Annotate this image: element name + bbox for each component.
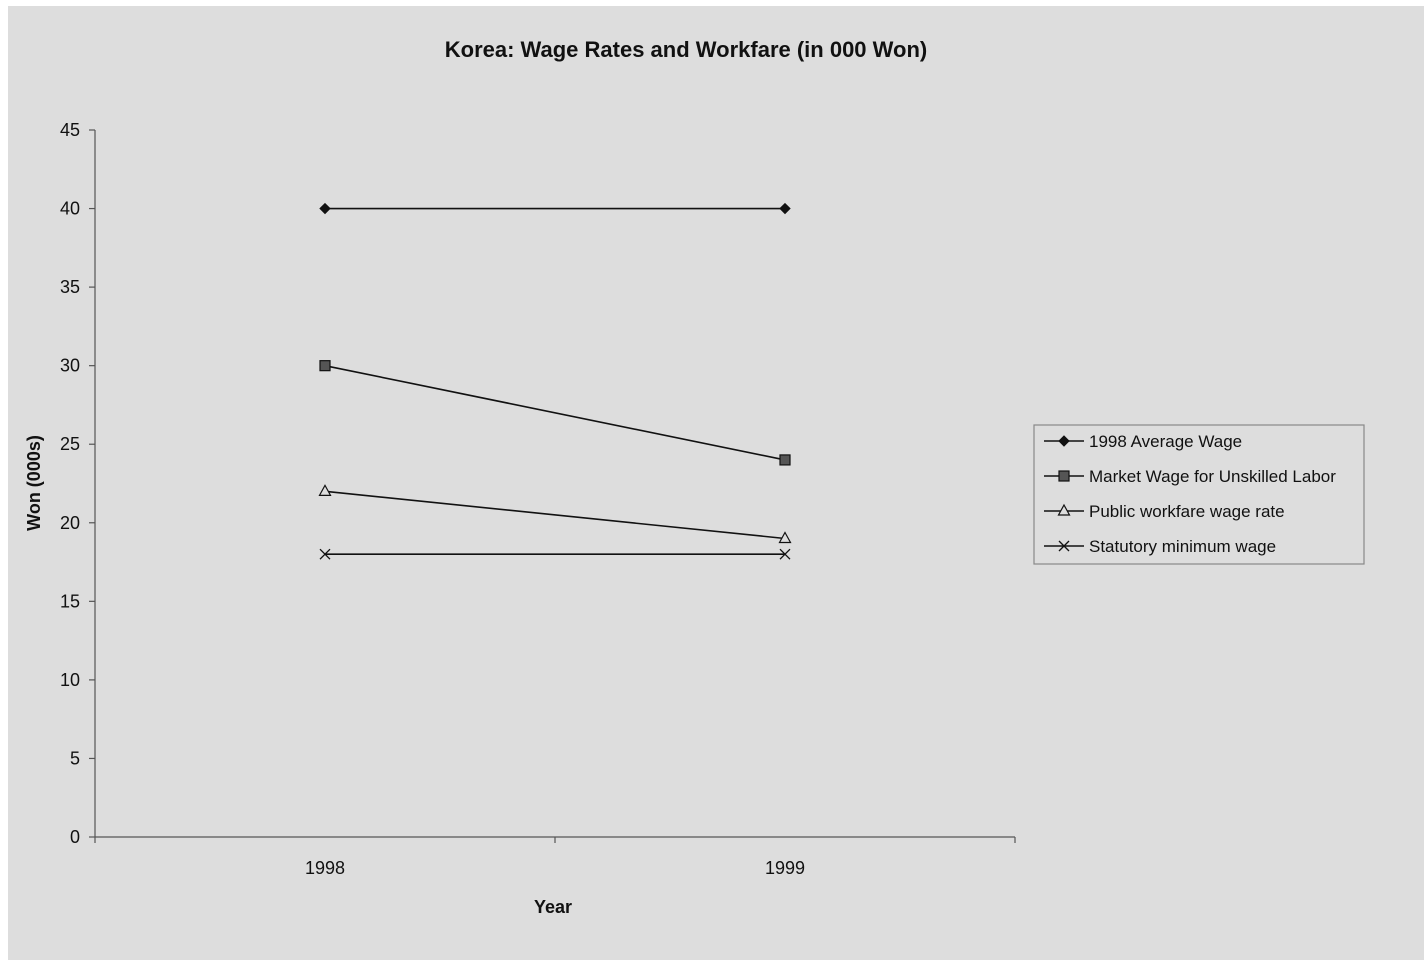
legend-item: Statutory minimum wage <box>1044 537 1276 556</box>
x-axis-title: Year <box>534 897 572 917</box>
point-square <box>779 454 791 466</box>
x-tick-label: 1998 <box>305 858 345 878</box>
point-x-stroke <box>319 548 331 560</box>
legend: 1998 Average Wage Market Wage for Unskill… <box>1033 424 1365 565</box>
series-layer <box>318 202 792 560</box>
y-tick-label: 0 <box>70 827 80 847</box>
legend-label: Public workfare wage rate <box>1089 502 1285 521</box>
point-triangle <box>1057 503 1071 516</box>
point-x-stroke <box>779 548 791 560</box>
y-axis-title: Won (000s) <box>24 435 44 531</box>
x-tick-label: 1999 <box>765 858 805 878</box>
chart-title: Korea: Wage Rates and Workfare (in 000 W… <box>445 37 927 62</box>
y-tick-label: 15 <box>60 591 80 611</box>
y-ticks: 0 5 10 15 20 25 30 35 40 45 <box>60 120 95 847</box>
legend-box <box>1033 424 1365 565</box>
y-tick-label: 40 <box>60 199 80 219</box>
y-tick-label: 20 <box>60 513 80 533</box>
legend-item: Market Wage for Unskilled Labor <box>1044 467 1336 486</box>
point-x-stroke <box>1058 540 1070 552</box>
y-tick-label: 5 <box>70 748 80 768</box>
series-line <box>324 364 786 461</box>
legend-item: 1998 Average Wage <box>1044 432 1242 451</box>
y-tick-label: 45 <box>60 120 80 140</box>
y-tick-label: 35 <box>60 277 80 297</box>
legend-label: 1998 Average Wage <box>1089 432 1242 451</box>
series-3 <box>318 484 792 544</box>
legend-label: Statutory minimum wage <box>1089 537 1276 556</box>
point-diamond <box>319 202 331 215</box>
point-square <box>1058 470 1070 482</box>
series-1 <box>319 202 791 215</box>
point-diamond <box>779 202 791 215</box>
series-line <box>324 490 786 540</box>
series-4 <box>319 548 791 560</box>
point-triangle <box>318 484 332 496</box>
series-2 <box>319 360 791 466</box>
point-x <box>319 548 331 560</box>
point-square <box>319 360 331 372</box>
point-x <box>1058 540 1070 552</box>
legend-item: Public workfare wage rate <box>1044 502 1285 521</box>
legend-label: Market Wage for Unskilled Labor <box>1089 467 1336 486</box>
y-tick-label: 25 <box>60 434 80 454</box>
y-tick-label: 10 <box>60 670 80 690</box>
point-diamond <box>1058 435 1070 447</box>
point-triangle <box>778 531 792 544</box>
y-tick-label: 30 <box>60 356 80 376</box>
x-ticks: 1998 1999 <box>94 837 1016 878</box>
point-x <box>779 548 791 560</box>
